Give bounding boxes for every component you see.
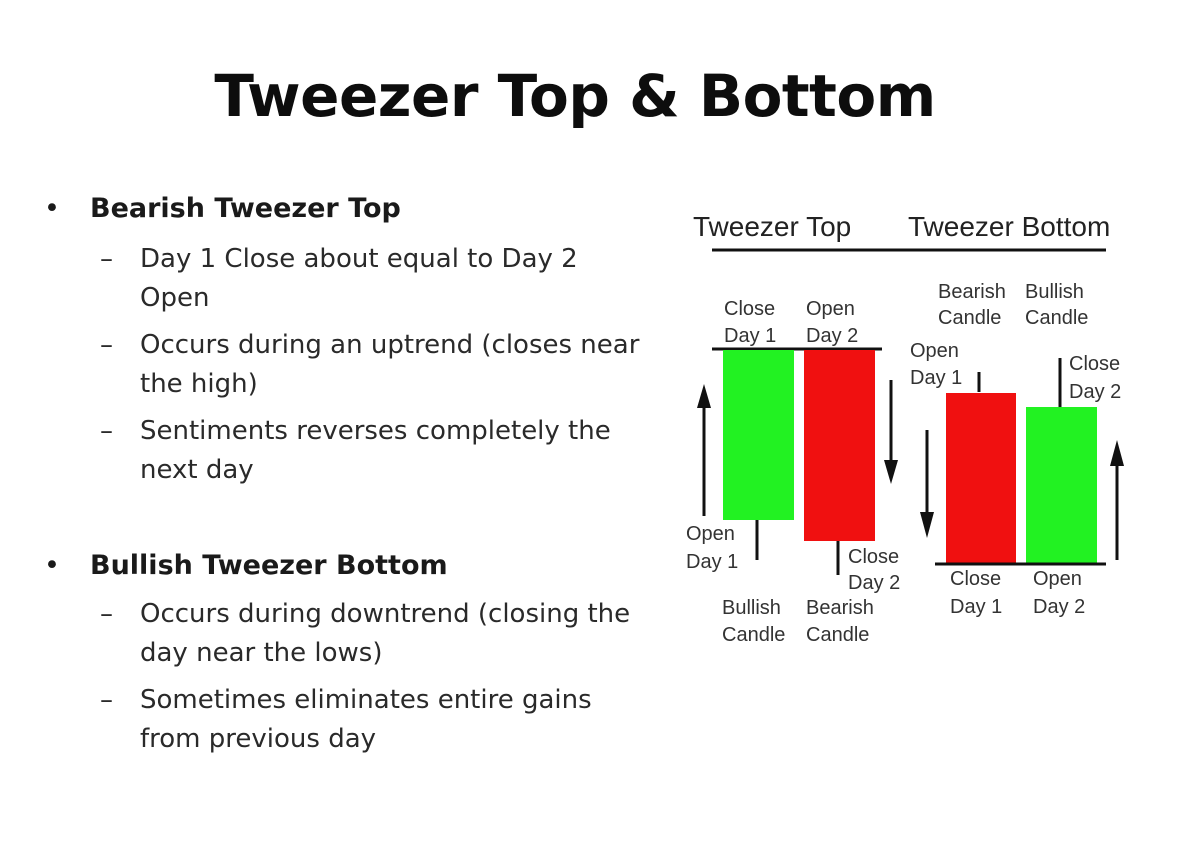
top-bullish-candle — [723, 350, 794, 520]
header-tweezer-top: Tweezer Top — [693, 211, 851, 242]
label-close-day1-bottom: Close Day 1 — [950, 568, 1007, 618]
label-bullish-candle: Bullish Candle — [722, 597, 786, 646]
label-bearish-candle-bottom: Bearish Candle — [938, 281, 1011, 329]
slide-title: Tweezer Top & Bottom — [214, 62, 936, 130]
label-open-day2-bottom: Open Day 2 — [1033, 568, 1088, 618]
bottom-bullish-candle — [1026, 407, 1097, 563]
label-bullish-candle-bottom: Bullish Candle — [1025, 281, 1089, 329]
label-open-day2: Open Day 2 — [806, 298, 861, 347]
sub-bullet-text: Sometimes eliminates entire gains from p… — [140, 685, 592, 754]
bullet-dot: • — [44, 193, 60, 224]
bullet-label: Bullish Tweezer Bottom — [90, 550, 448, 581]
label-close-day2-bottom: Close Day 2 — [1069, 353, 1126, 403]
down-arrow-icon-bottom — [920, 512, 934, 538]
sub-bullet-text: Sentiments reverses completely the next … — [140, 416, 611, 485]
up-arrow-icon — [697, 384, 711, 408]
bullet-label: Bearish Tweezer Top — [90, 193, 401, 224]
label-open-day1-bottom: Open Day 1 — [910, 340, 965, 389]
up-arrow-icon-bottom — [1110, 440, 1124, 466]
sub-bullet-text: Occurs during an uptrend (closes near th… — [140, 330, 640, 399]
bottom-bearish-candle — [946, 393, 1016, 563]
top-bearish-candle — [804, 350, 875, 541]
sub-bullet-text: Occurs during downtrend (closing the day… — [140, 599, 631, 668]
sub-bullet-text: Day 1 Close about equal to Day 2 Open — [140, 244, 578, 313]
bullet-dot: • — [44, 550, 60, 581]
label-close-day2: Close Day 2 — [848, 546, 905, 594]
header-tweezer-bottom: Tweezer Bottom — [908, 211, 1110, 242]
label-bearish-candle: Bearish Candle — [806, 597, 879, 646]
label-open-day1: Open Day 1 — [686, 523, 741, 573]
label-close-day1: Close Day 1 — [724, 298, 781, 347]
down-arrow-icon — [884, 460, 898, 484]
